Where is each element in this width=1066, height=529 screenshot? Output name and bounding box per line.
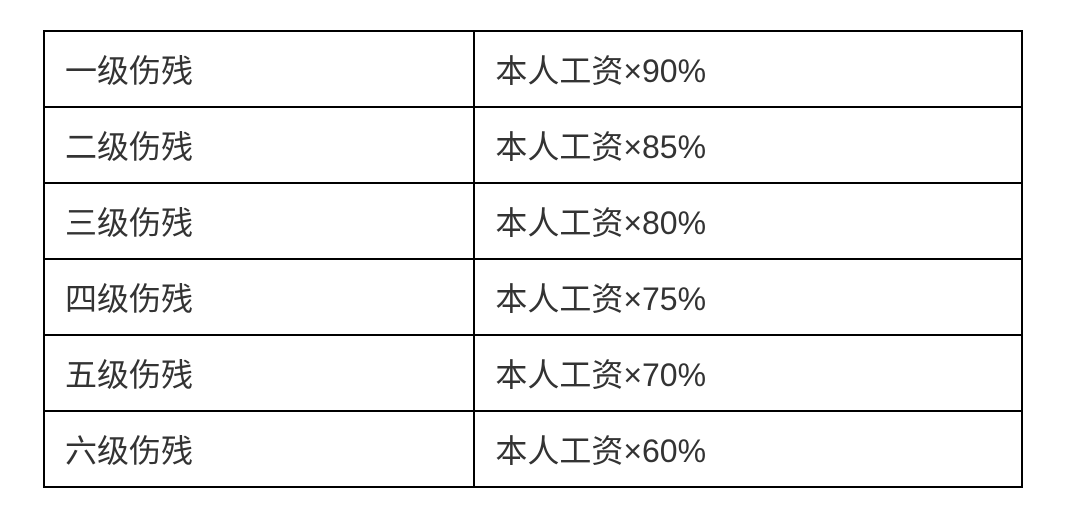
table-row: 三级伤残 本人工资×80% [44,183,1022,259]
disability-level-cell: 六级伤残 [44,411,474,487]
table-row: 四级伤残 本人工资×75% [44,259,1022,335]
disability-level-cell: 三级伤残 [44,183,474,259]
disability-level-cell: 五级伤残 [44,335,474,411]
disability-value-cell: 本人工资×80% [474,183,1022,259]
table-row: 六级伤残 本人工资×60% [44,411,1022,487]
table-row: 五级伤残 本人工资×70% [44,335,1022,411]
disability-allowance-table: 一级伤残 本人工资×90% 二级伤残 本人工资×85% 三级伤残 本人工资×80… [43,30,1023,488]
table-row: 二级伤残 本人工资×85% [44,107,1022,183]
disability-value-cell: 本人工资×75% [474,259,1022,335]
disability-level-cell: 四级伤残 [44,259,474,335]
disability-allowance-table-wrapper: 一级伤残 本人工资×90% 二级伤残 本人工资×85% 三级伤残 本人工资×80… [43,30,1023,488]
disability-value-cell: 本人工资×90% [474,31,1022,107]
disability-value-cell: 本人工资×85% [474,107,1022,183]
disability-value-cell: 本人工资×60% [474,411,1022,487]
table-row: 一级伤残 本人工资×90% [44,31,1022,107]
disability-level-cell: 二级伤残 [44,107,474,183]
disability-value-cell: 本人工资×70% [474,335,1022,411]
disability-level-cell: 一级伤残 [44,31,474,107]
